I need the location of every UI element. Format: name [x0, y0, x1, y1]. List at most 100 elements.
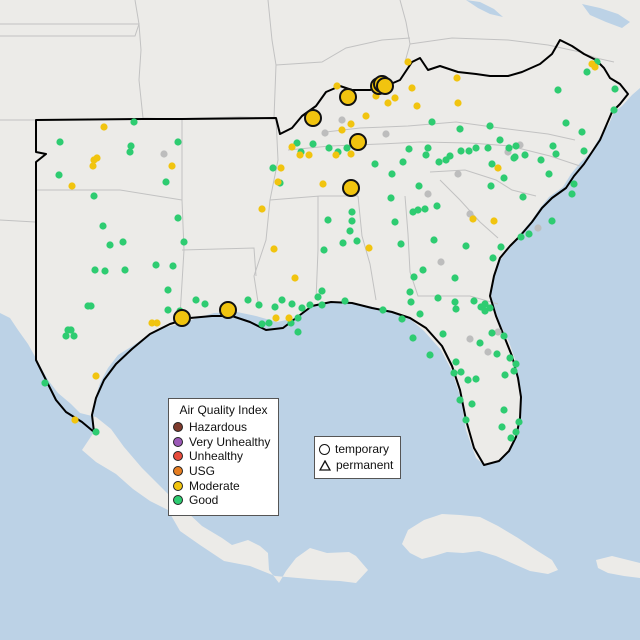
- good-site-marker[interactable]: [462, 416, 470, 424]
- good-site-marker[interactable]: [578, 128, 586, 136]
- good-site-marker[interactable]: [549, 142, 557, 150]
- good-site-marker[interactable]: [433, 202, 441, 210]
- good-site-marker[interactable]: [348, 208, 356, 216]
- good-site-marker[interactable]: [450, 369, 458, 377]
- good-site-marker[interactable]: [162, 178, 170, 186]
- good-site-marker[interactable]: [496, 136, 504, 144]
- good-site-marker[interactable]: [91, 266, 99, 274]
- temporary-moderate-site-marker[interactable]: [304, 109, 322, 127]
- good-site-marker[interactable]: [127, 142, 135, 150]
- good-site-marker[interactable]: [562, 119, 570, 127]
- good-site-marker[interactable]: [570, 180, 578, 188]
- good-site-marker[interactable]: [519, 193, 527, 201]
- good-site-marker[interactable]: [511, 153, 519, 161]
- moderate-site-marker[interactable]: [391, 94, 399, 102]
- moderate-site-marker[interactable]: [319, 180, 327, 188]
- moderate-site-marker[interactable]: [277, 164, 285, 172]
- good-site-marker[interactable]: [126, 148, 134, 156]
- good-site-marker[interactable]: [414, 206, 422, 214]
- good-site-marker[interactable]: [346, 227, 354, 235]
- good-site-marker[interactable]: [580, 147, 588, 155]
- good-site-marker[interactable]: [545, 170, 553, 178]
- moderate-site-marker[interactable]: [408, 84, 416, 92]
- moderate-site-marker[interactable]: [454, 99, 462, 107]
- no-data-site-marker[interactable]: [321, 129, 329, 137]
- temporary-moderate-site-marker[interactable]: [342, 179, 360, 197]
- good-site-marker[interactable]: [468, 400, 476, 408]
- moderate-site-marker[interactable]: [404, 58, 412, 66]
- good-site-marker[interactable]: [446, 152, 454, 160]
- good-site-marker[interactable]: [324, 216, 332, 224]
- good-site-marker[interactable]: [488, 160, 496, 168]
- good-site-marker[interactable]: [439, 330, 447, 338]
- good-site-marker[interactable]: [497, 243, 505, 251]
- good-site-marker[interactable]: [451, 298, 459, 306]
- good-site-marker[interactable]: [435, 158, 443, 166]
- no-data-site-marker[interactable]: [160, 150, 168, 158]
- good-site-marker[interactable]: [398, 315, 406, 323]
- moderate-site-marker[interactable]: [153, 319, 161, 327]
- good-site-marker[interactable]: [348, 217, 356, 225]
- good-site-marker[interactable]: [192, 296, 200, 304]
- good-site-marker[interactable]: [62, 332, 70, 340]
- good-site-marker[interactable]: [320, 246, 328, 254]
- temporary-moderate-site-marker[interactable]: [219, 301, 237, 319]
- moderate-site-marker[interactable]: [494, 164, 502, 172]
- good-site-marker[interactable]: [464, 376, 472, 384]
- good-site-marker[interactable]: [244, 296, 252, 304]
- moderate-site-marker[interactable]: [274, 178, 282, 186]
- good-site-marker[interactable]: [379, 306, 387, 314]
- moderate-site-marker[interactable]: [92, 372, 100, 380]
- good-site-marker[interactable]: [293, 139, 301, 147]
- good-site-marker[interactable]: [298, 304, 306, 312]
- good-site-marker[interactable]: [507, 434, 515, 442]
- good-site-marker[interactable]: [421, 205, 429, 213]
- moderate-site-marker[interactable]: [68, 182, 76, 190]
- good-site-marker[interactable]: [472, 375, 480, 383]
- good-site-marker[interactable]: [169, 262, 177, 270]
- good-site-marker[interactable]: [419, 266, 427, 274]
- good-site-marker[interactable]: [409, 334, 417, 342]
- good-site-marker[interactable]: [583, 68, 591, 76]
- temporary-moderate-site-marker[interactable]: [376, 77, 394, 95]
- good-site-marker[interactable]: [387, 194, 395, 202]
- good-site-marker[interactable]: [457, 147, 465, 155]
- moderate-site-marker[interactable]: [296, 151, 304, 159]
- temporary-moderate-site-marker[interactable]: [349, 133, 367, 151]
- moderate-site-marker[interactable]: [100, 123, 108, 131]
- moderate-site-marker[interactable]: [347, 120, 355, 128]
- good-site-marker[interactable]: [265, 319, 273, 327]
- good-site-marker[interactable]: [318, 287, 326, 295]
- moderate-site-marker[interactable]: [258, 205, 266, 213]
- good-site-marker[interactable]: [309, 140, 317, 148]
- good-site-marker[interactable]: [493, 350, 501, 358]
- good-site-marker[interactable]: [152, 261, 160, 269]
- moderate-site-marker[interactable]: [469, 215, 477, 223]
- moderate-site-marker[interactable]: [168, 162, 176, 170]
- good-site-marker[interactable]: [500, 174, 508, 182]
- good-site-marker[interactable]: [428, 118, 436, 126]
- good-site-marker[interactable]: [55, 171, 63, 179]
- good-site-marker[interactable]: [399, 158, 407, 166]
- good-site-marker[interactable]: [525, 230, 533, 238]
- good-site-marker[interactable]: [255, 301, 263, 309]
- good-site-marker[interactable]: [498, 423, 506, 431]
- good-site-marker[interactable]: [554, 86, 562, 94]
- moderate-site-marker[interactable]: [148, 319, 156, 327]
- good-site-marker[interactable]: [164, 286, 172, 294]
- good-site-marker[interactable]: [388, 170, 396, 178]
- moderate-site-marker[interactable]: [332, 151, 340, 159]
- good-site-marker[interactable]: [500, 406, 508, 414]
- good-site-marker[interactable]: [314, 293, 322, 301]
- moderate-site-marker[interactable]: [490, 217, 498, 225]
- good-site-marker[interactable]: [101, 267, 109, 275]
- moderate-site-marker[interactable]: [333, 82, 341, 90]
- moderate-site-marker[interactable]: [413, 102, 421, 110]
- good-site-marker[interactable]: [422, 151, 430, 159]
- good-site-marker[interactable]: [489, 254, 497, 262]
- good-site-marker[interactable]: [484, 144, 492, 152]
- good-site-marker[interactable]: [407, 298, 415, 306]
- good-site-marker[interactable]: [353, 237, 361, 245]
- no-data-site-marker[interactable]: [466, 335, 474, 343]
- good-site-marker[interactable]: [306, 301, 314, 309]
